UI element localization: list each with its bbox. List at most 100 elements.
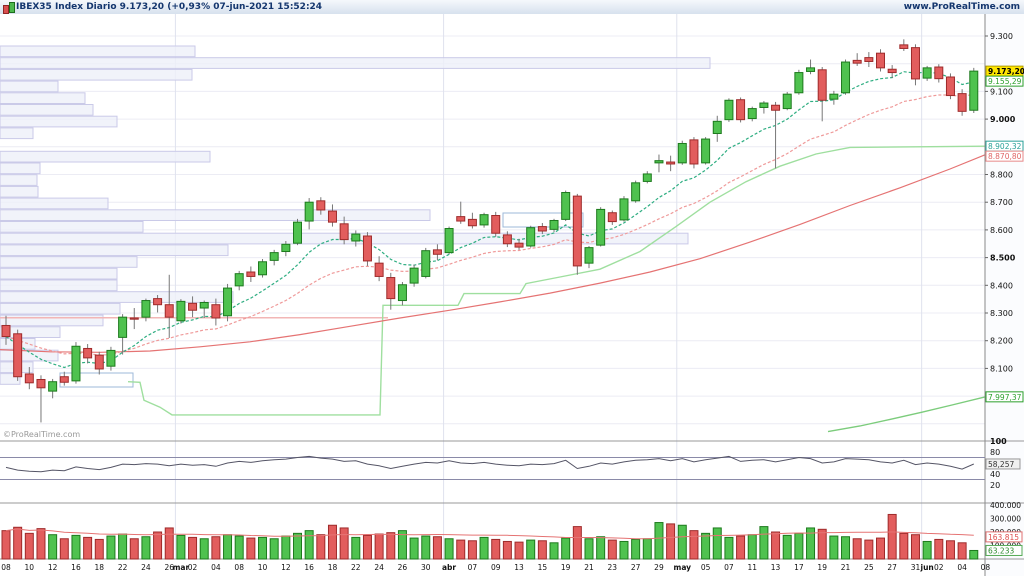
date-axis-label: 16 xyxy=(71,563,81,572)
candle-body xyxy=(642,173,652,182)
date-axis-label: 02 xyxy=(934,563,944,572)
volume-profile-bar xyxy=(0,267,118,280)
date-axis-label: 13 xyxy=(771,563,781,572)
candle-body xyxy=(572,195,582,267)
volume-bar xyxy=(712,527,722,560)
volume-bar xyxy=(386,532,396,560)
date-axis-label: 07 xyxy=(468,563,478,572)
volume-bar xyxy=(852,538,862,560)
date-axis-label: 19 xyxy=(561,563,571,572)
volume-bar xyxy=(211,536,221,560)
price-axis-label: 8.700 xyxy=(990,198,1013,207)
volume-bar xyxy=(456,539,466,560)
volume-bar xyxy=(304,530,314,560)
date-axis-label: jun xyxy=(920,563,934,572)
date-axis-label: 26 xyxy=(398,563,408,572)
volume-bar xyxy=(701,532,711,560)
price-marker-box xyxy=(985,391,1024,403)
date-axis-label: 15 xyxy=(538,563,548,572)
volume-bar xyxy=(957,542,967,560)
date-axis-label: 04 xyxy=(211,563,221,572)
volume-bar xyxy=(689,530,699,560)
volume-bar xyxy=(526,539,536,560)
volume-bar xyxy=(841,536,851,560)
candle-body xyxy=(71,345,81,382)
volume-bar xyxy=(269,538,279,560)
volume-profile-bar xyxy=(0,104,94,116)
date-axis-label: 19 xyxy=(817,563,827,572)
volume-profile-bar xyxy=(0,279,118,292)
volume-bar xyxy=(945,540,955,560)
volume-profile-bar xyxy=(0,256,138,268)
candle-body xyxy=(526,227,536,247)
candle-body xyxy=(829,93,839,100)
candle-body xyxy=(771,104,781,111)
date-axis-label: 31 xyxy=(911,563,921,572)
candle-body xyxy=(561,192,571,220)
volume-bar xyxy=(467,540,477,560)
date-axis-label: 24 xyxy=(374,563,384,572)
date-axis-label: 07 xyxy=(724,563,734,572)
candle-body xyxy=(444,228,454,254)
candle-body xyxy=(689,139,699,165)
candle-body xyxy=(479,214,489,226)
volume-bar xyxy=(537,540,547,560)
candle-body xyxy=(386,277,396,300)
candle-body xyxy=(304,201,314,222)
price-marker-value: 8.870,80 xyxy=(988,152,1022,161)
ema-fast-dashed xyxy=(5,71,974,369)
price-axis-label: 9.300 xyxy=(990,32,1013,41)
volume-bar xyxy=(409,537,419,560)
candle-body xyxy=(491,215,501,234)
date-axis-label: 16 xyxy=(304,563,314,572)
volume-marker-value: 163.815 xyxy=(988,533,1019,542)
date-axis-label: 08 xyxy=(981,563,991,572)
candle-body xyxy=(48,381,58,392)
candle-body xyxy=(293,221,302,244)
date-axis-label: 26 xyxy=(164,563,174,572)
volume-bar xyxy=(631,538,641,560)
candle-body xyxy=(747,108,757,120)
prorealtime-link[interactable]: www.ProRealTime.com xyxy=(903,2,1020,12)
volume-bar xyxy=(199,538,209,560)
volume-bar xyxy=(281,535,291,560)
price-axis-label: 9.100 xyxy=(990,87,1013,96)
volume-bar xyxy=(327,524,337,560)
support-step-line xyxy=(127,145,986,416)
volume-bar xyxy=(36,528,46,560)
volume-bar xyxy=(374,533,384,560)
rsi-axis-label: 20 xyxy=(990,481,1000,490)
candle-body xyxy=(957,93,967,112)
candle-body xyxy=(841,61,851,94)
candle-body xyxy=(677,142,687,164)
volume-bar xyxy=(887,513,897,560)
candle-body xyxy=(246,271,256,277)
candle-body xyxy=(759,102,769,108)
candle-body xyxy=(922,67,932,79)
volume-bar xyxy=(118,533,128,560)
candle-body xyxy=(514,242,524,248)
volume-profile-bar xyxy=(0,162,41,175)
volume-bar xyxy=(782,534,792,560)
price-axis-label: 8.100 xyxy=(990,364,1013,373)
volume-bar xyxy=(922,540,932,560)
volume-profile-bar xyxy=(0,150,211,163)
volume-bar xyxy=(596,536,606,560)
candle-body xyxy=(666,161,676,165)
price-marker-value: 8.902,32 xyxy=(988,142,1022,151)
candle-body xyxy=(351,233,361,242)
rsi-axis-label: 40 xyxy=(990,470,1000,479)
volume-axis-label: 400.000 xyxy=(990,501,1021,510)
candle-body xyxy=(432,249,442,255)
candle-body xyxy=(945,76,955,97)
candle-body xyxy=(141,300,151,318)
candle-body xyxy=(374,262,384,277)
volume-bar xyxy=(106,535,116,560)
volume-bar xyxy=(479,536,489,560)
price-marker-value: 9.155,29 xyxy=(988,77,1022,86)
candle-body xyxy=(701,138,711,164)
rsi-line xyxy=(5,455,974,473)
candle-body xyxy=(607,212,617,223)
volume-bar xyxy=(432,536,442,560)
